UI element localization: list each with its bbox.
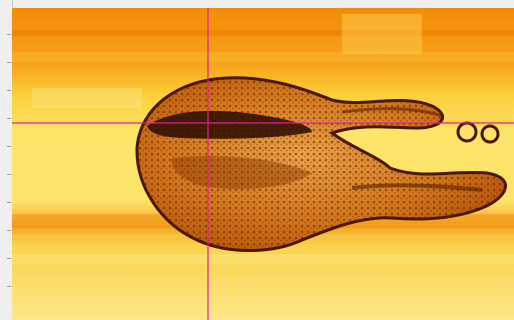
ruler-tick [7,62,11,63]
ruler-tick [7,90,11,91]
ruler-tick [7,258,11,259]
ruler-tick [7,118,11,119]
ruler-tick [7,286,11,287]
feature-blob [135,76,507,252]
ruler-tick [7,34,11,35]
ruler-tick [7,202,11,203]
heatmap-image [12,8,514,320]
ruler-tick [7,174,11,175]
image-canvas[interactable] [12,8,514,320]
ruler-tick [7,146,11,147]
ruler-tick [7,230,11,231]
